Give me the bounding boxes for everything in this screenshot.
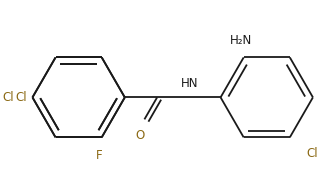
Text: Cl: Cl: [306, 147, 318, 160]
Text: Cl: Cl: [2, 91, 14, 104]
Text: Cl: Cl: [15, 91, 27, 104]
Text: H₂N: H₂N: [230, 34, 252, 47]
Text: HN: HN: [181, 77, 198, 91]
Text: F: F: [96, 149, 103, 162]
Text: O: O: [135, 129, 145, 142]
